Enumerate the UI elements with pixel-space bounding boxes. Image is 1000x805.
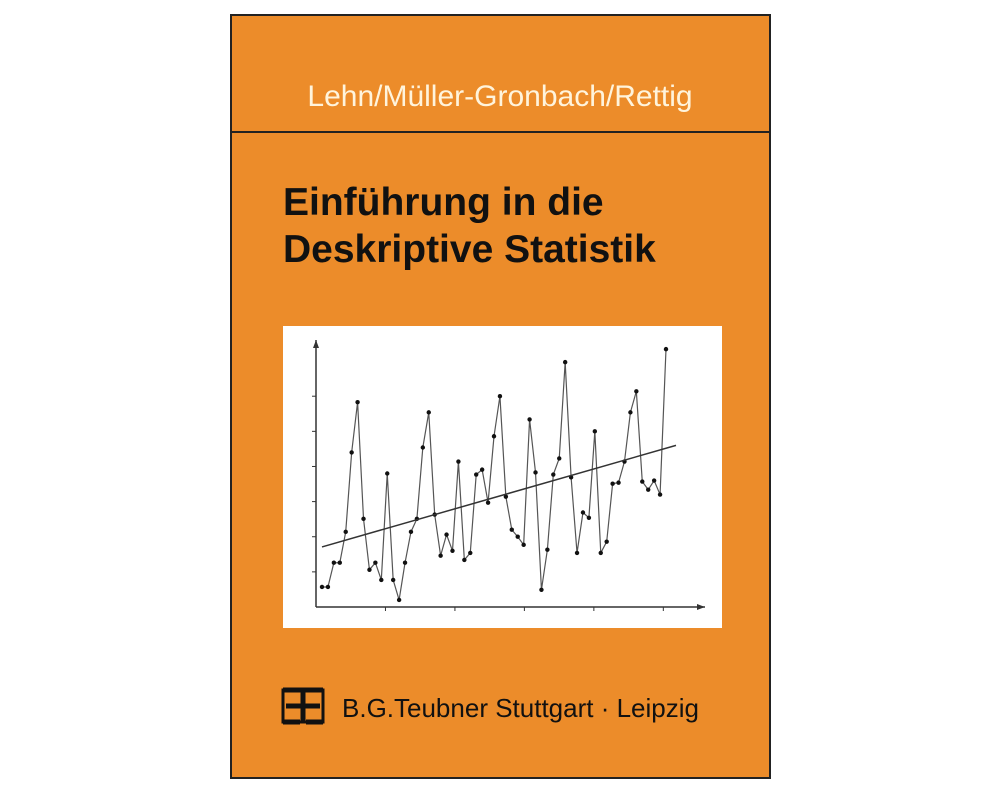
data-point — [604, 539, 609, 544]
data-point — [527, 417, 532, 422]
data-point — [474, 472, 479, 477]
data-point — [539, 587, 544, 592]
data-point — [462, 557, 467, 563]
trend-line — [321, 444, 677, 548]
data-point — [616, 480, 621, 485]
data-point — [497, 394, 503, 399]
data-point — [533, 470, 538, 475]
data-point — [379, 577, 384, 583]
data-point — [651, 478, 657, 483]
data-point — [634, 389, 639, 394]
data-point — [343, 529, 348, 535]
data-point — [580, 510, 586, 515]
data-point — [355, 399, 360, 405]
data-point — [479, 467, 485, 472]
data-point — [325, 584, 331, 590]
data-point — [521, 542, 526, 548]
data-point — [361, 516, 366, 522]
title: Deskriptive Statistik — [283, 228, 656, 271]
data-point — [557, 456, 562, 461]
data-point — [574, 550, 580, 556]
data-point — [385, 471, 390, 476]
authors: Lehn/Müller-Gronbach/Rettig — [307, 80, 692, 113]
data-point — [598, 550, 603, 556]
publisher: B.G.Teubner Stuttgart · Leipzig — [342, 693, 699, 723]
data-point — [337, 560, 342, 565]
data-point — [402, 560, 408, 565]
illustration-panel — [283, 326, 722, 628]
data-point — [503, 494, 509, 499]
illustration — [312, 340, 705, 611]
data-point — [456, 459, 461, 464]
data-point — [657, 492, 663, 497]
data-point — [390, 577, 396, 583]
data-point — [640, 479, 645, 484]
data-point — [663, 346, 669, 352]
data-point — [509, 527, 514, 532]
data-point — [562, 359, 568, 365]
data-point — [367, 567, 372, 572]
publisher-logo — [281, 687, 325, 725]
data-point — [408, 529, 414, 535]
data-point — [373, 560, 378, 565]
data-point — [515, 534, 520, 539]
data-point — [468, 550, 473, 556]
title: Einführung in die — [283, 181, 604, 224]
data-point — [319, 584, 325, 590]
axis-arrow — [313, 340, 319, 348]
data-point — [610, 481, 615, 486]
data-point — [438, 553, 443, 558]
data-point — [331, 560, 337, 565]
data-point — [450, 548, 455, 553]
data-point — [485, 500, 491, 505]
data-point — [628, 410, 633, 415]
data-point — [444, 532, 449, 537]
data-point — [396, 597, 402, 603]
data-point — [551, 472, 556, 477]
data-point — [646, 487, 651, 492]
data-point — [426, 410, 431, 415]
data-point — [491, 434, 497, 439]
axis-arrow — [697, 604, 705, 610]
data-point — [592, 429, 598, 434]
data-point — [545, 547, 550, 552]
data-point — [586, 515, 592, 520]
data-point — [420, 445, 426, 450]
data-point — [349, 450, 354, 455]
